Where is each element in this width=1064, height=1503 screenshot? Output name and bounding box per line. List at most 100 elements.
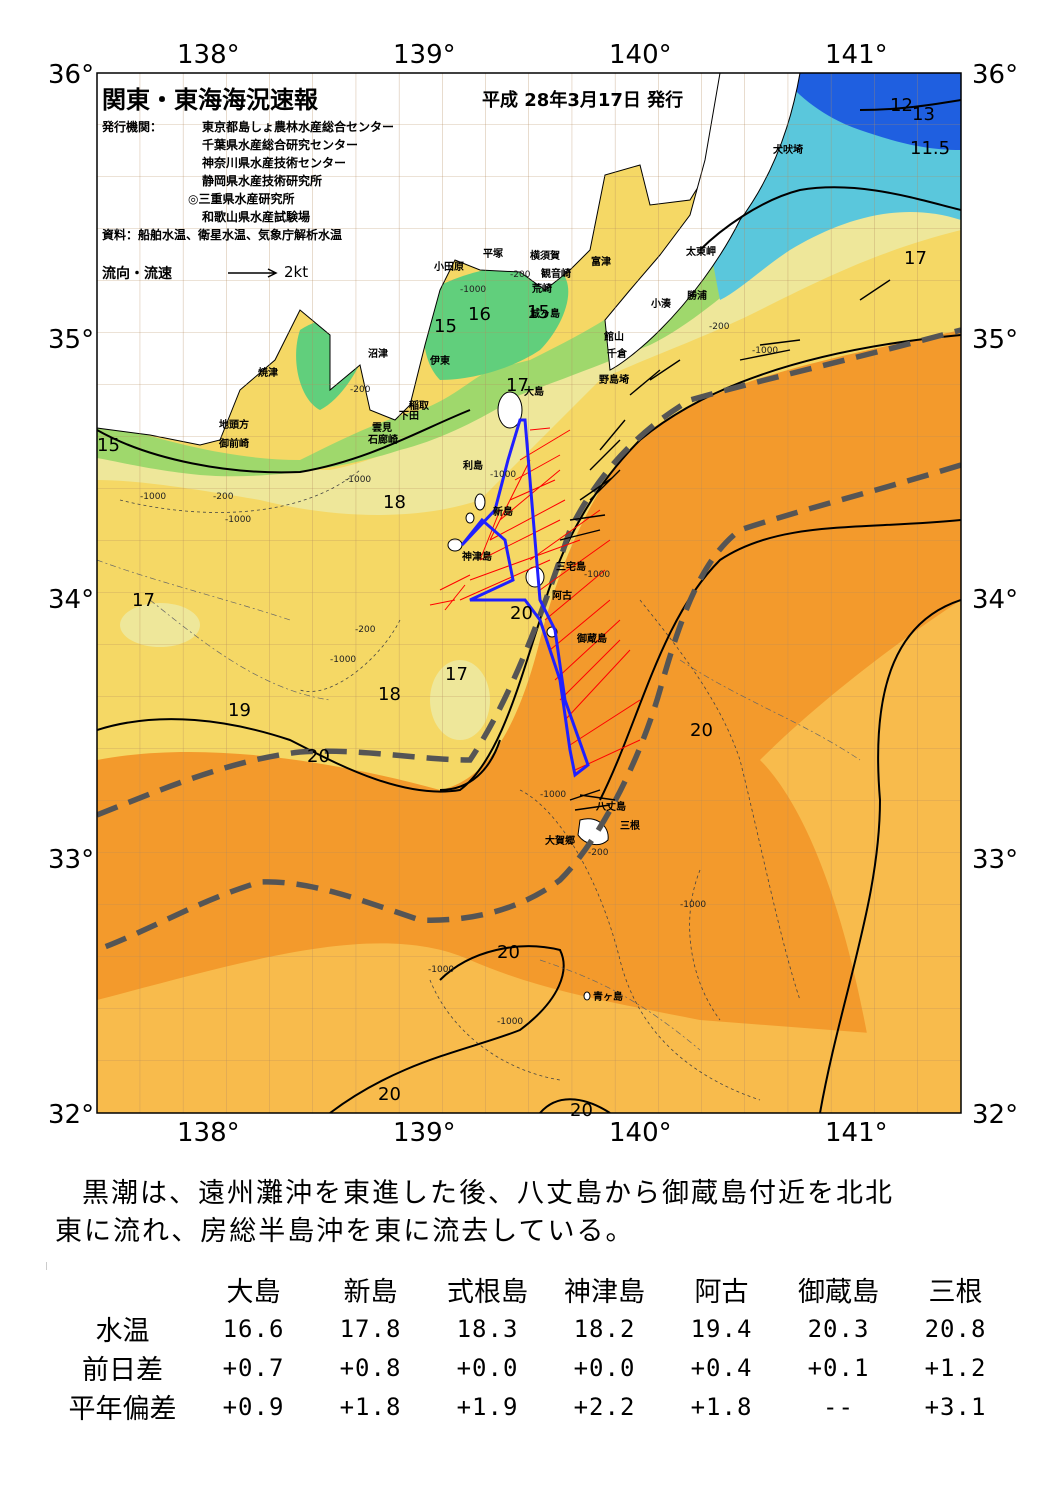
place-label: 小湊 [651, 299, 671, 310]
legend-label: 流向・流速 [102, 266, 172, 282]
agency: 和歌山県水産試験場 [202, 210, 311, 224]
depth-label: -1000 [752, 346, 779, 356]
table-cell: +0.4 [690, 1353, 753, 1382]
place-label: 下田 [399, 411, 419, 422]
place-label: 御蔵島 [577, 634, 607, 645]
lat-tick: 32° [48, 1100, 95, 1130]
table-cell: -- [823, 1392, 854, 1421]
lon-tick: 139° [393, 1118, 456, 1148]
table-cell: 20.3 [807, 1314, 870, 1343]
depth-label: -1000 [330, 655, 357, 665]
row-label: 水温 [95, 1316, 150, 1347]
place-label: 御前崎 [219, 439, 249, 450]
isotherm-label: 20 [510, 603, 533, 624]
station-header: 阿古 [694, 1277, 749, 1308]
isotherm-label: 16 [468, 304, 491, 325]
lat-tick: 33° [972, 845, 1019, 875]
lon-tick: 141° [825, 1118, 888, 1148]
table-cell: +0.7 [222, 1353, 285, 1382]
lat-tick: 33° [48, 845, 95, 875]
place-label: 神津島 [462, 552, 492, 563]
table-cell: +0.8 [339, 1353, 402, 1382]
table-cell: +0.0 [456, 1353, 519, 1382]
depth-label: -1000 [497, 1017, 524, 1027]
place-label: 三根 [620, 821, 640, 832]
depth-label: -200 [510, 270, 531, 280]
summary-line-2: 東に流れ、房総半島沖を東に流去している。 [55, 1216, 635, 1247]
place-label: 大島 [524, 387, 544, 398]
place-label: 焼津 [258, 368, 278, 379]
place-label: 大賀郷 [545, 836, 575, 847]
table-cell: +1.2 [924, 1353, 987, 1382]
lon-ticks-top: 138° 139° 140° 141° [0, 40, 1064, 76]
agency: 千葉県水産総合研究センター [202, 138, 359, 152]
depth-label: -200 [355, 625, 376, 635]
table-cell: +2.2 [573, 1392, 636, 1421]
depth-label: -1000 [428, 965, 455, 975]
station-header: 式根島 [447, 1277, 528, 1308]
lon-tick: 140° [609, 1118, 672, 1148]
depth-label: -200 [709, 322, 730, 332]
lon-tick: 138° [177, 40, 240, 70]
table-row: 平年偏差 +0.9 +1.8 +1.9 +2.2 +1.8 -- +3.1 [50, 1387, 1014, 1426]
place-label: 八丈島 [596, 802, 626, 813]
depth-label: -1000 [225, 515, 252, 525]
lat-tick: 32° [972, 1100, 1019, 1130]
table-cell: +0.1 [807, 1353, 870, 1382]
depth-label: -1000 [140, 492, 167, 502]
map-title: 関東・東海海況速報 [102, 86, 318, 114]
place-label: 城ヶ島 [530, 309, 560, 320]
agency: 東京都島しょ農林水産総合センター [202, 120, 395, 134]
contours [97, 99, 961, 1113]
table-cell: +3.1 [924, 1392, 987, 1421]
table-cell: +1.8 [339, 1392, 402, 1421]
isotherm-label: 17 [904, 248, 927, 269]
sst-map [96, 72, 962, 1114]
place-label: 伊東 [430, 356, 450, 367]
isotherm-label: 20 [570, 1100, 593, 1121]
isotherm-label: 20 [378, 1084, 401, 1105]
place-label: 観音崎 [541, 269, 571, 280]
table-cell: +1.8 [690, 1392, 753, 1421]
place-label: 野島埼 [599, 375, 629, 386]
agency-label: 発行機関： [102, 120, 163, 134]
map-frame [96, 72, 962, 1114]
place-label: 新島 [493, 507, 513, 518]
row-label: 前日差 [82, 1355, 163, 1386]
depth-label: -200 [213, 492, 234, 502]
depth-label: -1000 [490, 470, 517, 480]
isotherm-label: 13 [912, 104, 935, 125]
isotherm-label: 17 [506, 375, 529, 396]
isotherm-label: 17 [445, 664, 468, 685]
place-label: 勝浦 [687, 291, 707, 302]
place-label: 館山 [604, 332, 624, 343]
agency: 神奈川県水産技術センター [202, 156, 347, 170]
station-header: 三根 [928, 1277, 983, 1308]
table-cell: +0.0 [573, 1353, 636, 1382]
table-cell: 19.4 [690, 1314, 753, 1343]
place-label: 太東岬 [686, 247, 716, 258]
row-label: 平年偏差 [68, 1394, 177, 1425]
current-arrows [559, 279, 891, 811]
place-label: 雲見 [372, 423, 392, 434]
station-header: 大島 [226, 1277, 281, 1308]
table-cell: 18.2 [573, 1314, 636, 1343]
table-cell: +1.9 [456, 1392, 519, 1421]
sources: 資料：船舶水温、衛星水温、気象庁解析水温 [102, 228, 343, 242]
agency: 静岡県水産技術研究所 [202, 174, 323, 188]
depth-label: -200 [350, 385, 371, 395]
lat-tick: 36° [48, 60, 95, 90]
summary-line-1: 黒潮は、遠州灘沖を東進した後、八丈島から御蔵島付近を北北 [82, 1178, 894, 1209]
place-label: 三宅島 [556, 562, 586, 573]
station-header: 新島 [343, 1277, 398, 1308]
lat-lon-grid [97, 73, 961, 1113]
isotherm-label: 17 [132, 590, 155, 611]
place-label: 千倉 [607, 349, 627, 360]
isotherm-label: 18 [378, 684, 401, 705]
summary-text: 黒潮は、遠州灘沖を東進した後、八丈島から御蔵島付近を北北 東に流れ、房総半島沖を… [55, 1175, 1005, 1251]
lat-tick: 35° [972, 325, 1019, 355]
lon-tick: 141° [825, 40, 888, 70]
place-label: 稲取 [409, 401, 429, 412]
place-label: 小田原 [434, 262, 464, 273]
table-cell: 17.8 [339, 1314, 402, 1343]
